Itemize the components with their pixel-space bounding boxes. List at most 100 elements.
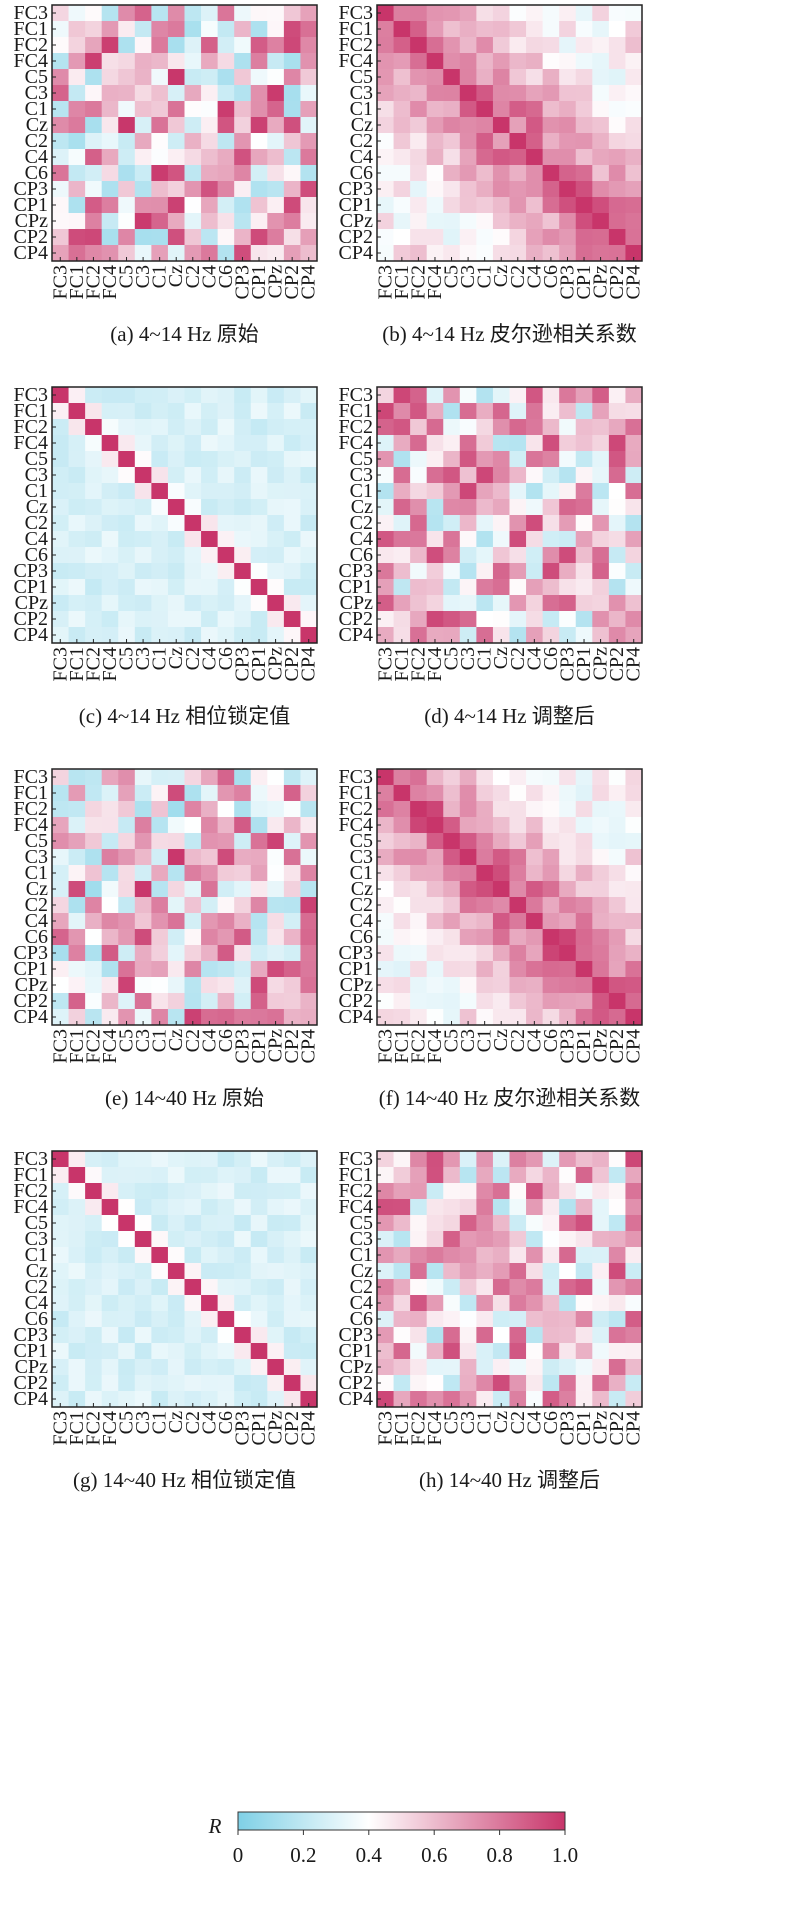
- heatmap-cell: [68, 1247, 86, 1264]
- heatmap-cell: [542, 5, 560, 22]
- heatmap-cell: [459, 849, 477, 866]
- heatmap-cell: [134, 1391, 152, 1408]
- heatmap-cell: [592, 945, 610, 962]
- heatmap-cell: [625, 611, 643, 628]
- heatmap-cell: [592, 1199, 610, 1216]
- heatmap-cell: [151, 993, 169, 1010]
- heatmap-cell: [608, 627, 626, 644]
- heatmap-cell: [410, 387, 428, 404]
- heatmap-cell: [300, 1295, 318, 1312]
- heatmap-cell: [217, 785, 235, 802]
- heatmap-cell: [608, 579, 626, 596]
- heatmap-cell: [492, 69, 510, 86]
- heatmap-cell: [592, 69, 610, 86]
- heatmap-cell: [393, 435, 411, 452]
- x-tick-label: FC4: [424, 265, 446, 299]
- heatmap-cell: [267, 1295, 285, 1312]
- heatmap-cell: [459, 69, 477, 86]
- heatmap-cell: [68, 1151, 86, 1168]
- heatmap-cell: [526, 785, 544, 802]
- heatmap-cell: [118, 165, 136, 182]
- heatmap-cell: [201, 1199, 219, 1216]
- heatmap-cell: [250, 53, 268, 70]
- heatmap-cell: [625, 547, 643, 564]
- heatmap-cell: [542, 245, 560, 262]
- heatmap-cell: [250, 1151, 268, 1168]
- heatmap-cell: [559, 213, 577, 230]
- heatmap-cell: [476, 881, 494, 898]
- heatmap-cell: [559, 1263, 577, 1280]
- heatmap-cell: [300, 197, 318, 214]
- heatmap-cell: [250, 149, 268, 166]
- heatmap-cell: [542, 165, 560, 182]
- x-tick-label: C6: [540, 647, 562, 670]
- x-tick-label: C3: [457, 265, 479, 288]
- x-tick-label: C5: [441, 1029, 463, 1052]
- heatmap-cell: [118, 865, 136, 882]
- heatmap-cell: [184, 229, 202, 246]
- heatmap-cell: [151, 213, 169, 230]
- heatmap-cell: [85, 467, 103, 484]
- heatmap-cell: [184, 547, 202, 564]
- heatmap-b: FC3FC1FC2FC4C5C3C1CzC2C4C6CP3CP1CPzCP2CP…: [339, 2, 645, 346]
- heatmap-cell: [101, 403, 119, 420]
- heatmap-cell: [459, 801, 477, 818]
- heatmap-cell: [234, 419, 252, 436]
- heatmap-cell: [134, 897, 152, 914]
- heatmap-cell: [592, 1327, 610, 1344]
- heatmap-cell: [542, 149, 560, 166]
- heatmap-cell: [377, 133, 394, 150]
- heatmap-cell: [134, 1359, 152, 1376]
- heatmap-cell: [68, 977, 86, 994]
- heatmap-cell: [151, 801, 169, 818]
- heatmap-cell: [509, 149, 527, 166]
- heatmap-cell: [167, 85, 185, 102]
- heatmap-cell: [426, 1391, 444, 1408]
- heatmap-cell: [234, 579, 252, 596]
- heatmap-cell: [184, 1279, 202, 1296]
- heatmap-cell: [217, 961, 235, 978]
- heatmap-cell: [625, 117, 643, 134]
- heatmap-cell: [509, 531, 527, 548]
- heatmap-cell: [526, 213, 544, 230]
- heatmap-cell: [625, 133, 643, 150]
- heatmap-cell: [184, 85, 202, 102]
- heatmap-cell: [184, 1151, 202, 1168]
- heatmap-cell: [267, 467, 285, 484]
- heatmap-cell: [167, 165, 185, 182]
- heatmap-cell: [459, 5, 477, 22]
- heatmap-cell: [68, 1167, 86, 1184]
- heatmap-cell: [509, 101, 527, 118]
- x-tick-label: CP3: [556, 265, 578, 299]
- heatmap-cell: [101, 929, 119, 946]
- heatmap-cell: [68, 515, 86, 532]
- heatmap-cell: [283, 531, 301, 548]
- heatmap-cell: [52, 197, 69, 214]
- heatmap-cell: [134, 1231, 152, 1248]
- heatmap-cell: [250, 913, 268, 930]
- heatmap-cell: [234, 1183, 252, 1200]
- heatmap-cell: [492, 1311, 510, 1328]
- heatmap-cell: [184, 563, 202, 580]
- heatmap-cell: [217, 611, 235, 628]
- x-tick-label: FC2: [407, 1029, 429, 1063]
- heatmap-frame: [376, 768, 643, 1026]
- heatmap-cell: [575, 37, 593, 54]
- heatmap-cell: [167, 977, 185, 994]
- heatmap-cell: [575, 101, 593, 118]
- heatmap-cell: [267, 1327, 285, 1344]
- heatmap-cell: [443, 53, 461, 70]
- heatmap-cell: [509, 1327, 527, 1344]
- heatmap-cell: [250, 403, 268, 420]
- heatmap-cell: [575, 531, 593, 548]
- heatmap-cell: [526, 627, 544, 644]
- heatmap-cell: [526, 1151, 544, 1168]
- heatmap-cell: [267, 929, 285, 946]
- heatmap-cell: [476, 149, 494, 166]
- heatmap-cell: [68, 133, 86, 150]
- heatmap-cell: [250, 1311, 268, 1328]
- heatmap-cell: [300, 451, 318, 468]
- heatmap-cell: [167, 849, 185, 866]
- heatmap-cell: [476, 483, 494, 500]
- heatmap-cell: [393, 1391, 411, 1408]
